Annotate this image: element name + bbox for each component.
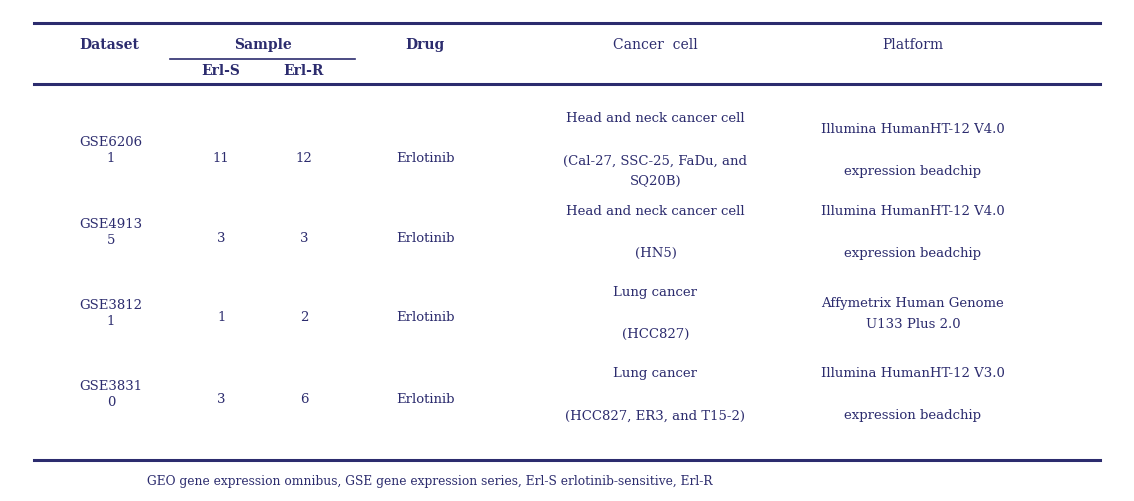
Text: Erl-R: Erl-R [284, 64, 324, 78]
Text: 1: 1 [217, 311, 226, 324]
Text: 3: 3 [217, 393, 226, 406]
Text: Erlotinib: Erlotinib [396, 152, 455, 165]
Text: Head and neck cancer cell: Head and neck cancer cell [566, 205, 745, 218]
Text: SQ20B): SQ20B) [629, 175, 682, 188]
Text: Cancer  cell: Cancer cell [613, 38, 697, 52]
Text: Lung cancer: Lung cancer [613, 286, 697, 299]
Text: expression beadchip: expression beadchip [845, 165, 981, 178]
Text: expression beadchip: expression beadchip [845, 409, 981, 422]
Text: GSE3812
1: GSE3812 1 [79, 299, 143, 328]
Text: (HN5): (HN5) [635, 247, 676, 260]
Text: Lung cancer: Lung cancer [613, 367, 697, 380]
Text: Dataset: Dataset [79, 38, 139, 52]
Text: 3: 3 [217, 232, 226, 245]
Text: Illumina HumanHT-12 V4.0: Illumina HumanHT-12 V4.0 [821, 205, 1005, 218]
Text: (HCC827, ER3, and T15-2): (HCC827, ER3, and T15-2) [566, 409, 745, 422]
Text: 6: 6 [299, 393, 308, 406]
Text: 11: 11 [213, 152, 229, 165]
Text: (HCC827): (HCC827) [621, 328, 689, 341]
Text: Sample: Sample [234, 38, 291, 52]
Text: 12: 12 [296, 152, 312, 165]
Text: Platform: Platform [882, 38, 943, 52]
Text: GSE6206
1: GSE6206 1 [79, 136, 143, 165]
Text: 2: 2 [299, 311, 308, 324]
Text: GSE4913
5: GSE4913 5 [79, 218, 143, 247]
Text: GSE3831
0: GSE3831 0 [79, 380, 143, 409]
Text: Erlotinib: Erlotinib [396, 311, 455, 324]
Text: expression beadchip: expression beadchip [845, 247, 981, 260]
Text: Illumina HumanHT-12 V4.0: Illumina HumanHT-12 V4.0 [821, 123, 1005, 136]
Text: 3: 3 [299, 232, 308, 245]
Text: Erl-S: Erl-S [202, 64, 240, 78]
Text: Affymetrix Human Genome: Affymetrix Human Genome [821, 297, 1005, 310]
Text: Head and neck cancer cell: Head and neck cancer cell [566, 112, 745, 125]
Text: Erlotinib: Erlotinib [396, 393, 455, 406]
Text: Illumina HumanHT-12 V3.0: Illumina HumanHT-12 V3.0 [821, 367, 1005, 380]
Text: Erlotinib: Erlotinib [396, 232, 455, 245]
Text: Drug: Drug [406, 38, 445, 52]
Text: U133 Plus 2.0: U133 Plus 2.0 [865, 318, 960, 331]
Text: (Cal-27, SSC-25, FaDu, and: (Cal-27, SSC-25, FaDu, and [564, 154, 747, 167]
Text: GEO gene expression omnibus, GSE gene expression series, Erl-S erlotinib-sensiti: GEO gene expression omnibus, GSE gene ex… [147, 475, 713, 488]
